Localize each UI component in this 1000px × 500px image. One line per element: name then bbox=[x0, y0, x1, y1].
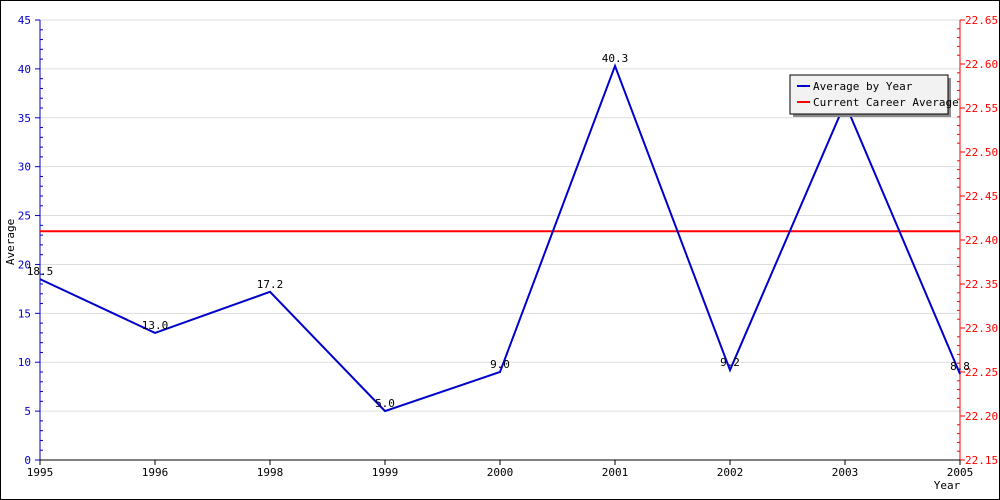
x-tick-label: 1995 bbox=[27, 466, 54, 479]
data-label: 40.3 bbox=[602, 52, 629, 65]
data-label: 8.8 bbox=[950, 360, 970, 373]
y-right-tick-label: 22.55 bbox=[965, 102, 998, 115]
y-right-tick-label: 22.50 bbox=[965, 146, 998, 159]
y-left-tick-label: 25 bbox=[18, 210, 31, 223]
data-label: 17.2 bbox=[257, 278, 284, 291]
y-left-tick-label: 20 bbox=[18, 258, 31, 271]
data-label: 9.2 bbox=[720, 356, 740, 369]
average-by-year-line bbox=[39, 63, 961, 413]
y-left-tick-label: 30 bbox=[18, 161, 31, 174]
x-tick-label: 1999 bbox=[372, 466, 399, 479]
y-right-tick-label: 22.30 bbox=[965, 322, 998, 335]
x-tick-label: 2000 bbox=[487, 466, 514, 479]
grid bbox=[40, 19, 960, 412]
y-left-tick-label: 10 bbox=[18, 356, 31, 369]
y-left-tick-label: 40 bbox=[18, 63, 31, 76]
legend: Average by Year Current Career Average bbox=[789, 74, 959, 117]
y-axis-title: Average bbox=[4, 219, 17, 265]
y-left-tick-label: 15 bbox=[18, 307, 31, 320]
data-label: 13.0 bbox=[142, 319, 169, 332]
data-label: 9.0 bbox=[490, 358, 510, 371]
legend-label-current-career-average: Current Career Average bbox=[813, 96, 959, 109]
x-axis-title: Year bbox=[934, 479, 961, 492]
series-layer bbox=[39, 63, 961, 413]
y-right-tick-label: 22.45 bbox=[965, 190, 998, 203]
y-right-tick-label: 22.20 bbox=[965, 410, 998, 423]
y-right-tick-label: 22.35 bbox=[965, 278, 998, 291]
x-tick-label: 2002 bbox=[717, 466, 744, 479]
y-right-tick-label: 22.65 bbox=[965, 14, 998, 27]
y-right-tick-label: 22.60 bbox=[965, 58, 998, 71]
data-label: 18.5 bbox=[27, 265, 54, 278]
axes: 0 5 10 15 20 25 30 35 40 45 22.15 22.20 22.25 22.30 22… bbox=[18, 14, 998, 479]
y-right-tick-label: 22.40 bbox=[965, 234, 998, 247]
x-tick-label: 1996 bbox=[142, 466, 169, 479]
y-left-tick-label: 35 bbox=[18, 112, 31, 125]
x-tick-label: 2001 bbox=[602, 466, 629, 479]
y-left-tick-label: 0 bbox=[24, 454, 31, 467]
y-left-tick-label: 5 bbox=[24, 405, 31, 418]
legend-label-average-by-year: Average by Year bbox=[813, 80, 913, 93]
x-tick-label: 2003 bbox=[832, 466, 859, 479]
data-labels: 18.5 13.0 17.2 5.0 9.0 40.3 9.2 8.8 bbox=[27, 52, 970, 410]
y-right-tick-label: 22.25 bbox=[965, 366, 998, 379]
x-tick-label: 1998 bbox=[257, 466, 284, 479]
y-right-tick-label: 22.15 bbox=[965, 454, 998, 467]
x-tick-label: 2005 bbox=[947, 466, 974, 479]
legend-box bbox=[789, 74, 949, 115]
y-left-tick-label: 45 bbox=[18, 14, 31, 27]
data-label: 5.0 bbox=[375, 397, 395, 410]
